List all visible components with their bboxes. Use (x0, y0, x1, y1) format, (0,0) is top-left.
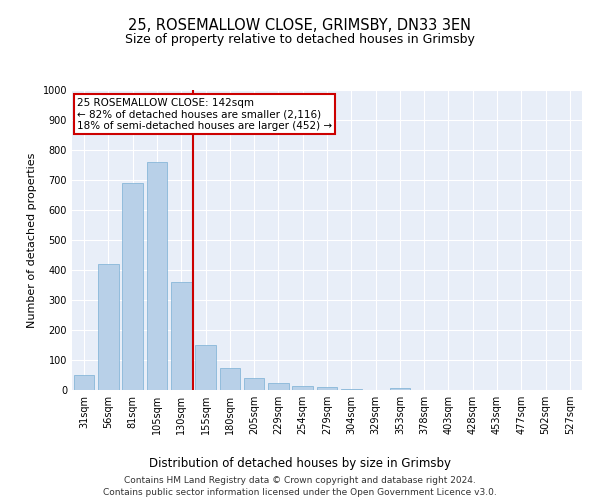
Bar (292, 386, 313, 390)
Bar (220, 368, 240, 390)
Text: 25 ROSEMALLOW CLOSE: 142sqm
← 82% of detached houses are smaller (2,116)
18% of : 25 ROSEMALLOW CLOSE: 142sqm ← 82% of det… (77, 98, 332, 130)
Y-axis label: Number of detached properties: Number of detached properties (27, 152, 37, 328)
Text: Contains HM Land Registry data © Crown copyright and database right 2024.: Contains HM Land Registry data © Crown c… (124, 476, 476, 485)
Bar (244, 378, 265, 390)
Bar (146, 162, 167, 390)
Bar (341, 388, 362, 390)
Text: Size of property relative to detached houses in Grimsby: Size of property relative to detached ho… (125, 32, 475, 46)
Bar (317, 387, 337, 390)
Text: Contains public sector information licensed under the Open Government Licence v3: Contains public sector information licen… (103, 488, 497, 497)
Text: 25, ROSEMALLOW CLOSE, GRIMSBY, DN33 3EN: 25, ROSEMALLOW CLOSE, GRIMSBY, DN33 3EN (128, 18, 472, 32)
Bar (171, 282, 191, 390)
Bar (98, 264, 119, 390)
Bar (195, 345, 216, 390)
Bar (74, 375, 94, 390)
Bar (268, 382, 289, 390)
Bar (122, 183, 143, 390)
Text: Distribution of detached houses by size in Grimsby: Distribution of detached houses by size … (149, 458, 451, 470)
Bar (389, 388, 410, 390)
